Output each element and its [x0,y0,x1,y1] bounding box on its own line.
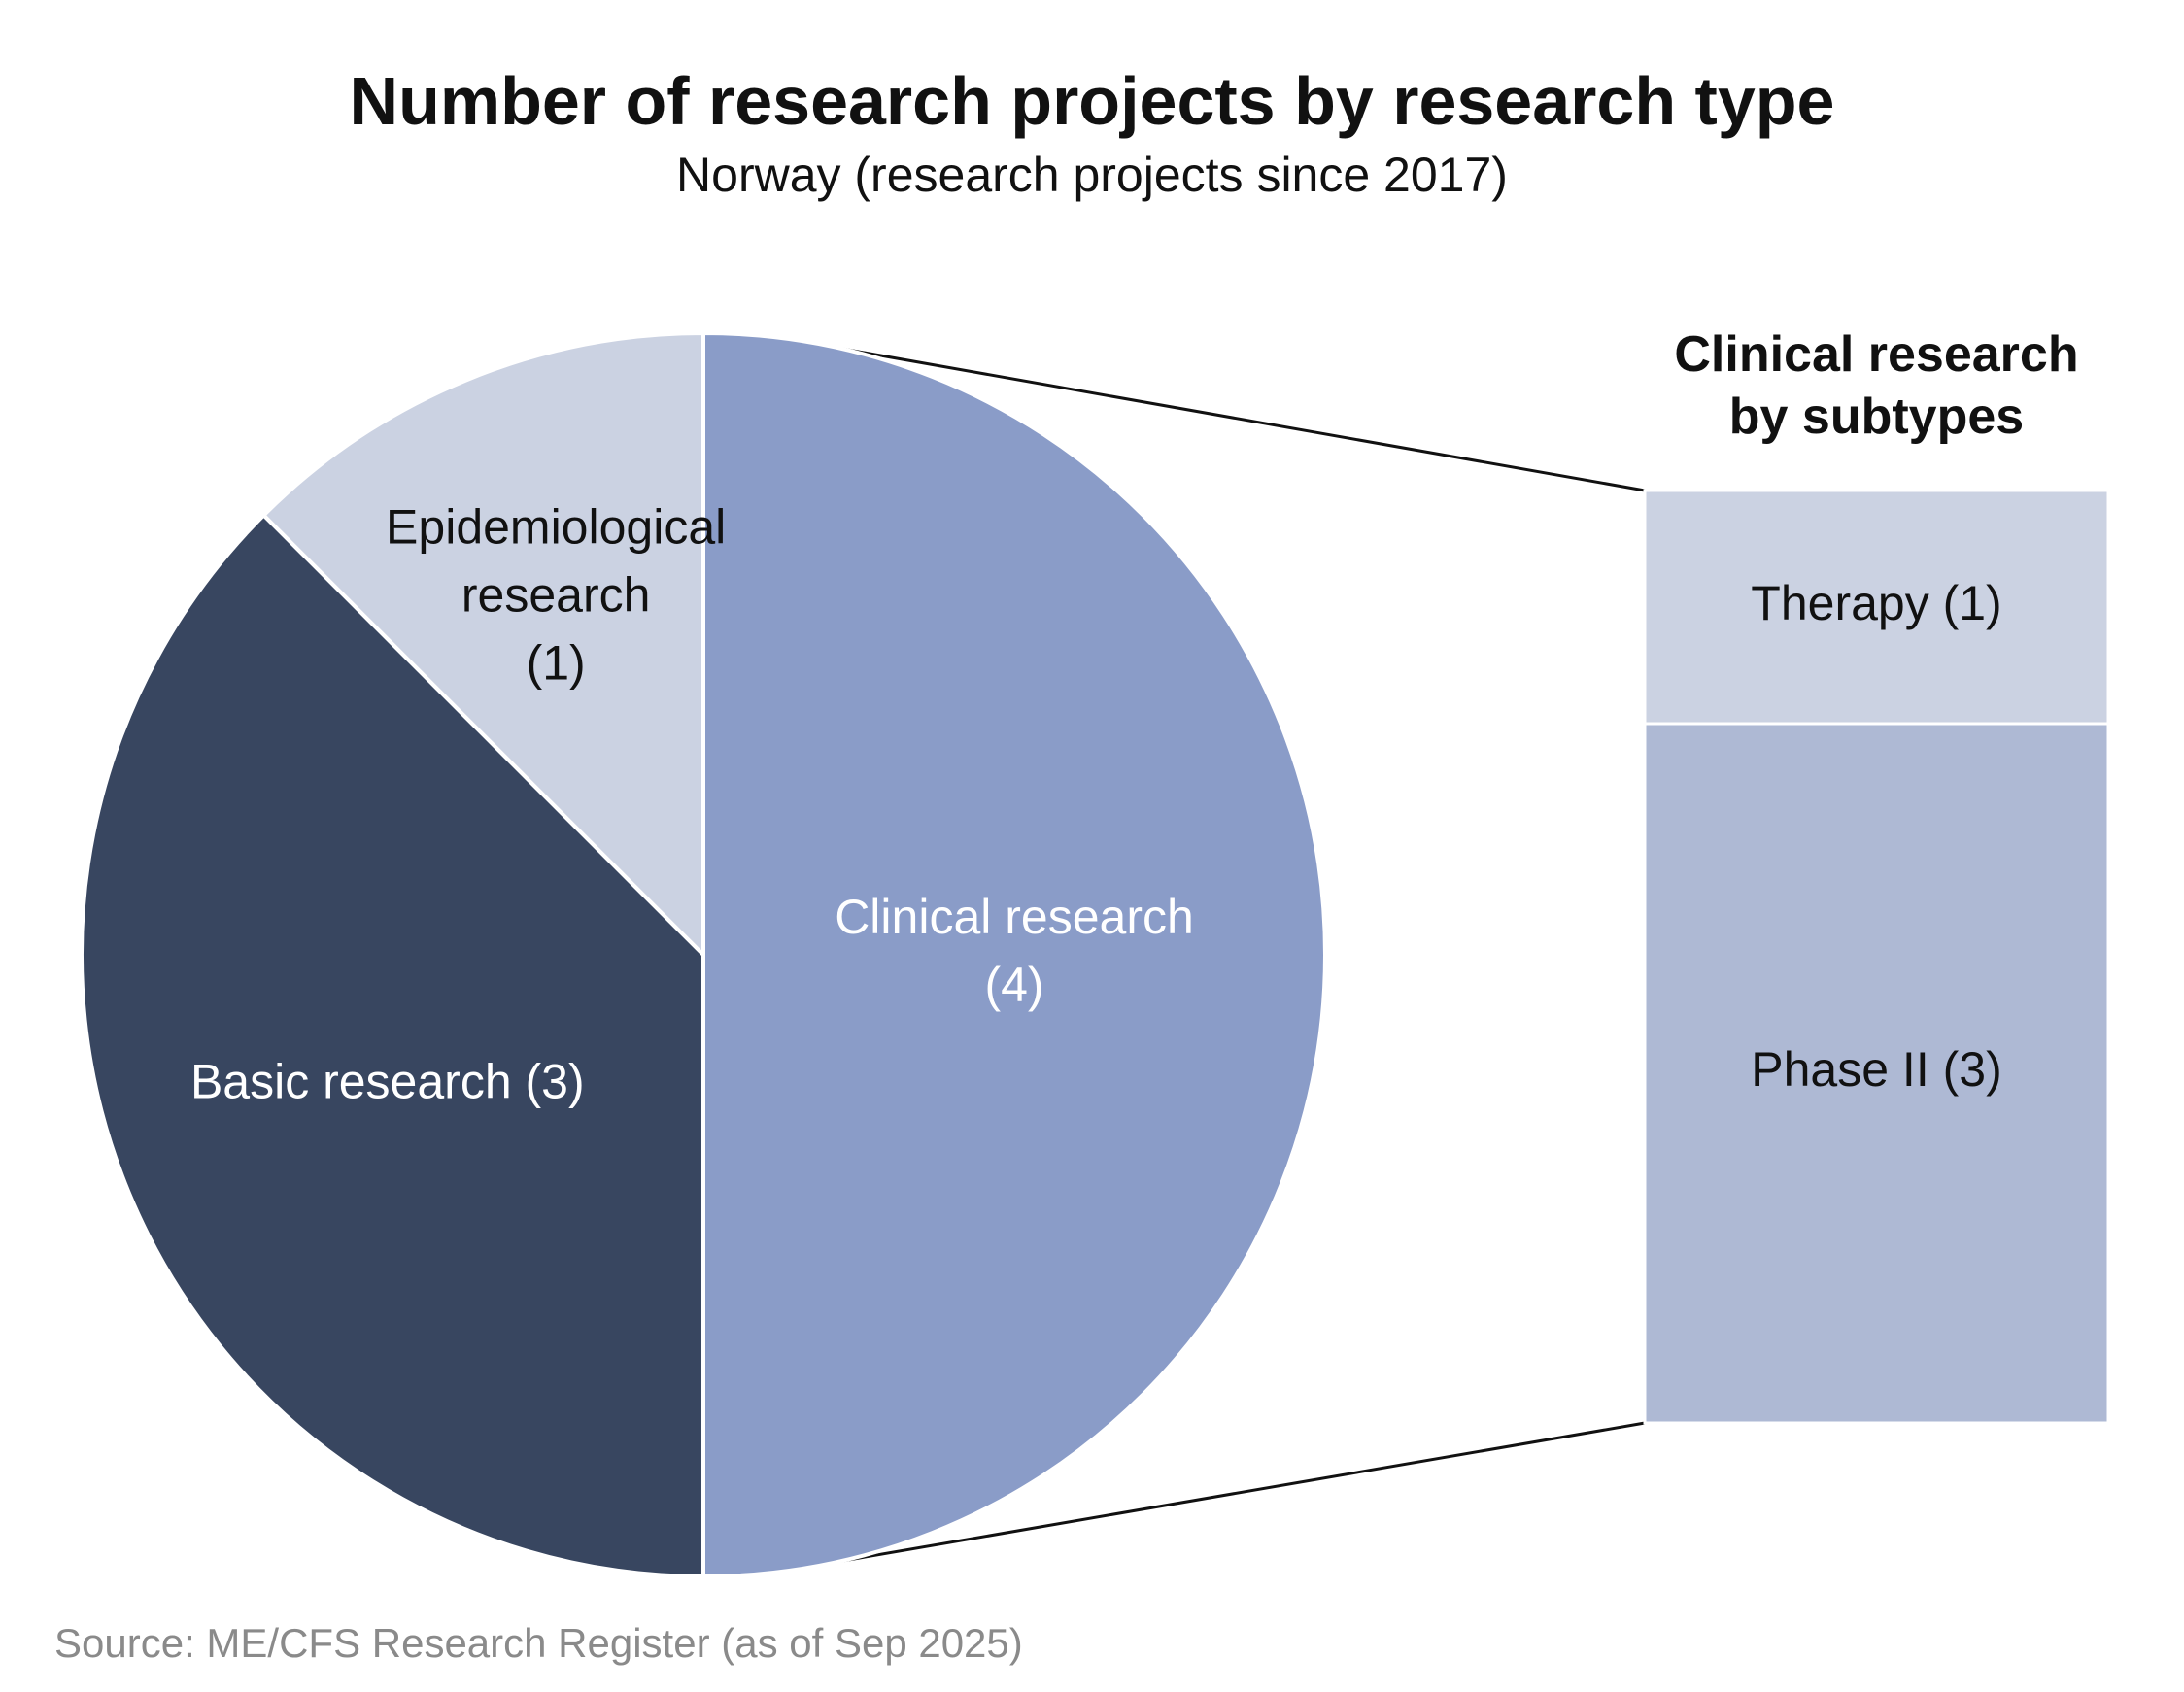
pie-label-line: Epidemiological [386,500,726,555]
pie-label-line: Clinical research [835,890,1194,944]
bar-title-line: by subtypes [1729,389,2024,445]
pie-slice-clinical-research [701,331,1327,1578]
bar-title-line: Clinical research [1674,326,2078,383]
subtype-bar-title: Clinical research by subtypes [1674,326,2078,445]
subtype-bar: Therapy (1) Phase II (3) [1643,489,2110,1425]
connector-line-bottom [819,1421,1646,1567]
pie-label-epidemiological-research: Epidemiological research (1) [386,500,726,691]
source-note: Source: ME/CFS Research Register (as of … [54,1620,1023,1666]
bar-segment-label: Phase II (3) [1751,1042,2001,1097]
pie [80,331,1327,1578]
connector-line-top [819,343,1646,492]
pie-label-basic-research: Basic research (3) [190,1055,585,1109]
pie-label-clinical-research: Clinical research (4) [835,890,1194,1012]
bar-title-text: Clinical research by subtypes [1674,326,2078,445]
pie-slice-basic-research [80,513,705,1578]
chart-subtitle: Norway (research projects since 2017) [676,148,1508,202]
connector-lines [819,343,1646,1567]
pie-labels: Clinical research (4) Basic research (3) Ep… [190,500,1194,1109]
bar-segment-therapy [1643,489,2110,726]
bar-segment-phase-ii [1643,722,2110,1425]
pie-label-line: research [461,568,651,623]
bar-segment-label: Therapy (1) [1751,576,2001,630]
pie-slice-epidemiological-research [261,331,705,957]
pie-label-line: Basic research (3) [190,1055,585,1109]
pie-label-line: (4) [984,958,1043,1012]
chart-title: Number of research projects by research … [349,63,1835,139]
pie-label-line: (1) [527,636,586,691]
